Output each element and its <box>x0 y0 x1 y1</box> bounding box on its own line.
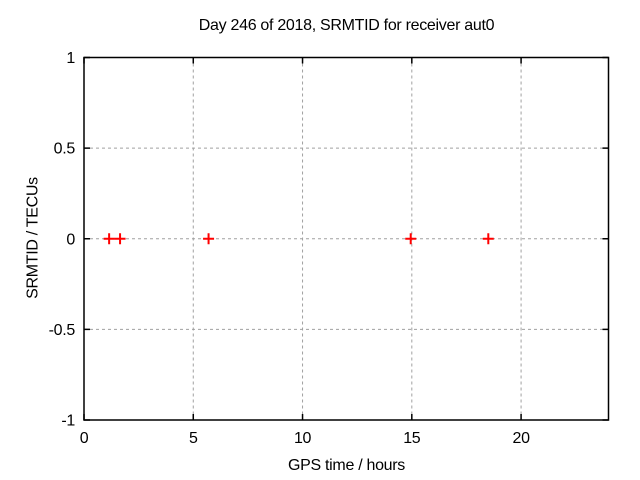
data-point-marker <box>405 233 417 245</box>
y-tick-label: 1 <box>66 50 75 67</box>
x-tick-label: 15 <box>403 430 421 447</box>
data-point-marker <box>114 233 126 245</box>
plot-frame <box>83 56 610 421</box>
y-tick-label: 0.5 <box>54 141 76 158</box>
x-axis-label: GPS time / hours <box>287 457 406 474</box>
data-point-marker <box>482 233 494 245</box>
y-tick-label: -0.5 <box>49 322 76 339</box>
x-tick-label: 0 <box>80 430 89 447</box>
chart-title: Day 246 of 2018, SRMTID for receiver aut… <box>198 17 495 34</box>
y-tick-label: -1 <box>61 413 75 430</box>
data-point-marker <box>103 233 115 245</box>
data-point-marker <box>203 233 215 245</box>
x-tick-label: 20 <box>512 430 530 447</box>
y-tick-label: 0 <box>66 231 75 248</box>
x-tick-label: 5 <box>189 430 198 447</box>
x-tick-label: 10 <box>294 430 312 447</box>
